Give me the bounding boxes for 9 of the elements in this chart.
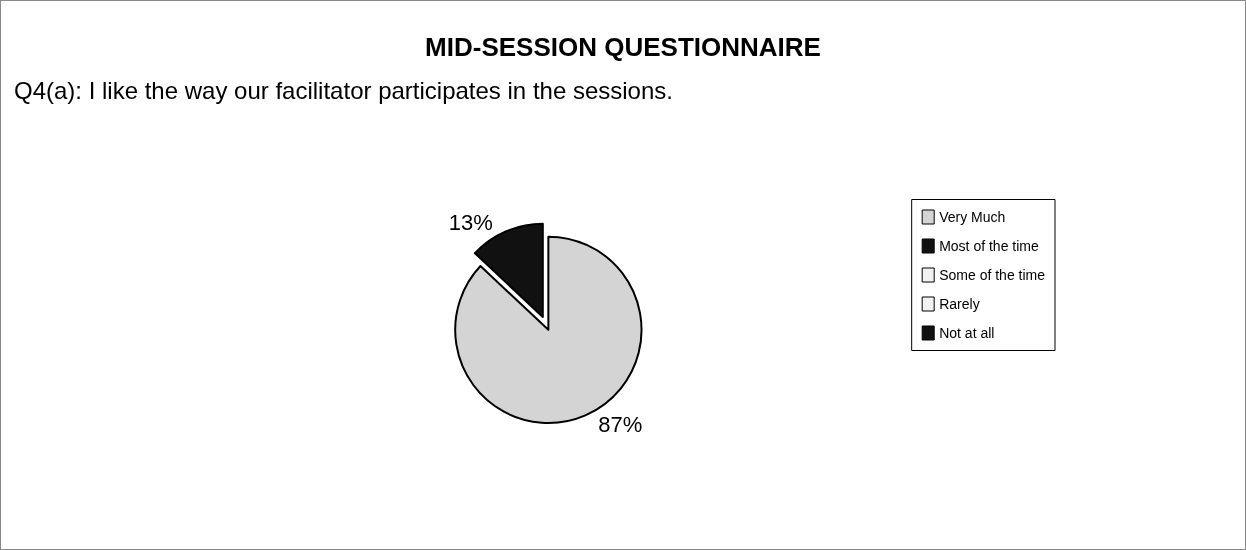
data-label: 13% xyxy=(448,209,493,235)
legend-label: Not at all xyxy=(939,325,995,341)
legend-label: Rarely xyxy=(939,296,980,312)
data-label: 87% xyxy=(598,411,643,437)
legend-label: Most of the time xyxy=(939,238,1039,254)
chart-title: MID-SESSION QUESTIONNAIRE xyxy=(425,32,821,62)
legend-label: Some of the time xyxy=(939,267,1046,283)
legend-label: Very Much xyxy=(939,209,1006,225)
chart-subtitle: Q4(a): I like the way our facilitator participates in the sessions. xyxy=(14,76,673,104)
